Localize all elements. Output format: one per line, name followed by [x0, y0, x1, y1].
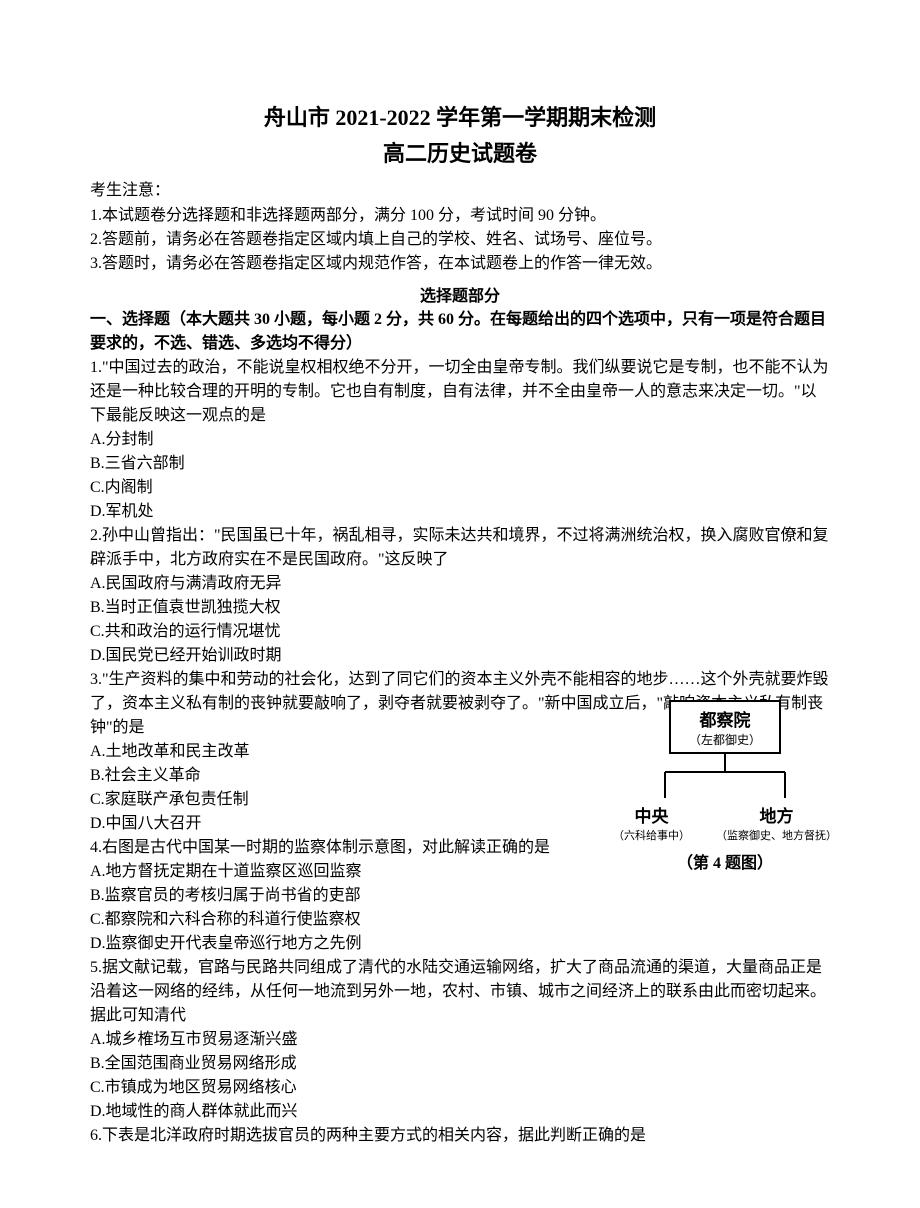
question-2-option-a: A.民国政府与满清政府无异 [90, 572, 830, 596]
question-5-option-d: D.地域性的商人群体就此而兴 [90, 1100, 830, 1124]
question-1-option-a: A.分封制 [90, 428, 830, 452]
question-2-option-c: C.共和政治的运行情况堪忧 [90, 620, 830, 644]
exam-title-line2: 高二历史试题卷 [90, 136, 830, 168]
question-2-option-d: D.国民党已经开始训政时期 [90, 644, 830, 668]
question-6-stem: 6.下表是北洋政府时期选拔官员的两种主要方式的相关内容，据此判断正确的是 [90, 1124, 830, 1148]
notice-line-3: 3.答题时，请务必在答题卷指定区域内规范作答，在本试题卷上的作答一律无效。 [90, 252, 830, 276]
question-4-diagram: 都察院 （左都御史） 中央 （六科给事中） 地方 （监察御史、地方督抚） （第 … [600, 700, 850, 873]
question-2-option-b: B.当时正值袁世凯独揽大权 [90, 596, 830, 620]
question-5-option-b: B.全国范围商业贸易网络形成 [90, 1052, 830, 1076]
diagram-left-node: 中央 （六科给事中） [613, 802, 690, 843]
diagram-top-node: 都察院 （左都御史） [600, 700, 850, 754]
diagram-connector-svg [615, 754, 835, 802]
question-5-stem: 5.据文献记载，官路与民路共同组成了清代的水陆交通运输网络，扩大了商品流通的渠道… [90, 956, 830, 1028]
question-2-stem: 2.孙中山曾指出："民国虽已十年，祸乱相寻，实际未达共和境界，不过将满洲统治权，… [90, 524, 830, 572]
question-1-option-d: D.军机处 [90, 500, 830, 524]
diagram-top-box: 都察院 （左都御史） [669, 700, 781, 754]
diagram-bottom-row: 中央 （六科给事中） 地方 （监察御史、地方督抚） [600, 802, 850, 843]
notice-heading: 考生注意： [90, 176, 830, 200]
diagram-right-main: 地方 [716, 802, 837, 827]
diagram-top-main: 都察院 [689, 706, 761, 731]
question-1-stem: 1."中国过去的政治，不能说皇权相权绝不分开，一切全由皇帝专制。我们纵要说它是专… [90, 356, 830, 428]
notice-line-1: 1.本试题卷分选择题和非选择题两部分，满分 100 分，考试时间 90 分钟。 [90, 204, 830, 228]
diagram-top-sub: （左都御史） [689, 731, 761, 748]
question-4-option-d: D.监察御史开代表皇帝巡行地方之先例 [90, 932, 830, 956]
question-5-option-c: C.市镇成为地区贸易网络核心 [90, 1076, 830, 1100]
diagram-caption: （第 4 题图） [600, 849, 850, 873]
diagram-left-sub: （六科给事中） [613, 827, 690, 843]
section-header: 选择题部分 [90, 282, 830, 306]
diagram-left-main: 中央 [613, 802, 690, 827]
notice-line-2: 2.答题前，请务必在答题卷指定区域内填上自己的学校、姓名、试场号、座位号。 [90, 228, 830, 252]
diagram-right-node: 地方 （监察御史、地方督抚） [716, 802, 837, 843]
question-4-option-b: B.监察官员的考核归属于尚书省的吏部 [90, 884, 830, 908]
question-1-option-b: B.三省六部制 [90, 452, 830, 476]
section-instruction: 一、选择题（本大题共 30 小题，每小题 2 分，共 60 分。在每题给出的四个… [90, 308, 830, 356]
question-1-option-c: C.内阁制 [90, 476, 830, 500]
exam-title-line1: 舟山市 2021-2022 学年第一学期期末检测 [90, 100, 830, 132]
page-content: 舟山市 2021-2022 学年第一学期期末检测 高二历史试题卷 考生注意： 1… [90, 100, 830, 1148]
diagram-right-sub: （监察御史、地方督抚） [716, 827, 837, 843]
question-5-option-a: A.城乡榷场互市贸易逐渐兴盛 [90, 1028, 830, 1052]
question-4-option-c: C.都察院和六科合称的科道行使监察权 [90, 908, 830, 932]
